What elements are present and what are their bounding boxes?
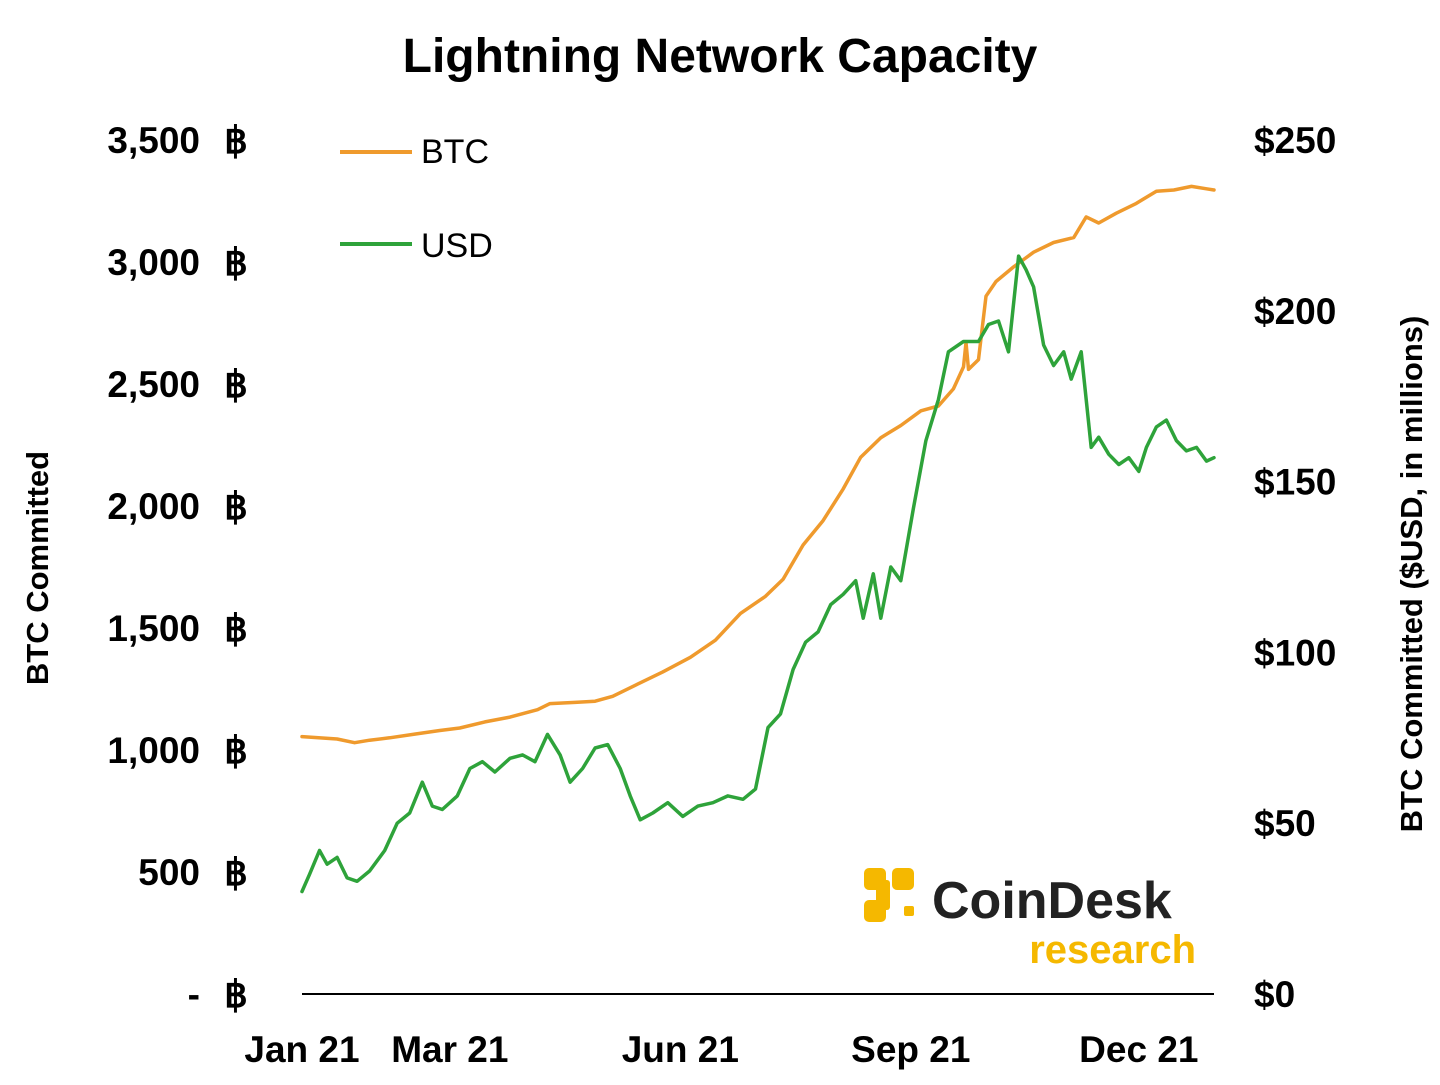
y-tick-unit-left-6: ฿	[224, 242, 248, 283]
y-axis-title-right: BTC Committed ($USD, in millions)	[1394, 316, 1429, 833]
y-tick-label-right-5: $250	[1254, 120, 1336, 161]
y-tick-label-left-0: -	[188, 974, 200, 1015]
coindesk-branding: CoinDesk research	[864, 868, 1196, 972]
x-tick-label-3: Sep 21	[851, 1029, 970, 1070]
x-tick-label-1: Mar 21	[391, 1029, 508, 1070]
y-tick-unit-left-7: ฿	[224, 120, 248, 161]
x-tick-label-2: Jun 21	[622, 1029, 739, 1070]
y-tick-label-left-4: 2,000	[107, 486, 200, 527]
series-line-usd	[300, 254, 1216, 894]
y-tick-label-left-2: 1,000	[107, 730, 200, 771]
x-tick-label-4: Dec 21	[1079, 1029, 1198, 1070]
x-tick-label-0: Jan 21	[244, 1029, 359, 1070]
y-tick-label-left-7: 3,500	[107, 120, 200, 161]
coindesk-logo-icon	[864, 868, 914, 922]
y-tick-label-right-1: $50	[1254, 803, 1316, 844]
y-tick-unit-left-3: ฿	[224, 608, 248, 649]
legend-label-usd: USD	[421, 227, 493, 265]
series-line-btc	[300, 184, 1216, 745]
y-axis-right: $0 $50 $100 $150 $200 $250	[1254, 120, 1336, 1015]
y-tick-unit-left-5: ฿	[224, 364, 248, 405]
y-tick-label-right-2: $100	[1254, 632, 1336, 673]
legend: BTC USD	[340, 133, 493, 265]
y-axis-title-left: BTC Committed	[20, 451, 55, 685]
y-axis-left: - ฿500 ฿1,000 ฿1,500 ฿2,000 ฿2,500 ฿3,000 ฿3,50…	[107, 120, 247, 1015]
y-tick-label-right-3: $150	[1254, 462, 1336, 503]
series-layer	[300, 184, 1216, 894]
y-tick-label-left-3: 1,500	[107, 608, 200, 649]
y-tick-label-right-0: $0	[1254, 974, 1295, 1015]
y-tick-label-right-4: $200	[1254, 291, 1336, 332]
y-tick-label-left-6: 3,000	[107, 242, 200, 283]
brand-name: CoinDesk	[932, 872, 1172, 930]
y-tick-label-left-5: 2,500	[107, 364, 200, 405]
brand-subtitle: research	[1029, 928, 1196, 972]
y-tick-unit-left-4: ฿	[224, 486, 248, 527]
y-tick-unit-left-1: ฿	[224, 852, 248, 893]
legend-label-btc: BTC	[421, 133, 489, 171]
x-axis: Jan 21 Mar 21 Jun 21 Sep 21 Dec 21	[244, 1029, 1198, 1070]
chart-title: Lightning Network Capacity	[403, 30, 1038, 83]
y-tick-unit-left-2: ฿	[224, 730, 248, 771]
y-tick-unit-left-0: ฿	[224, 974, 248, 1015]
y-tick-label-left-1: 500	[138, 852, 200, 893]
